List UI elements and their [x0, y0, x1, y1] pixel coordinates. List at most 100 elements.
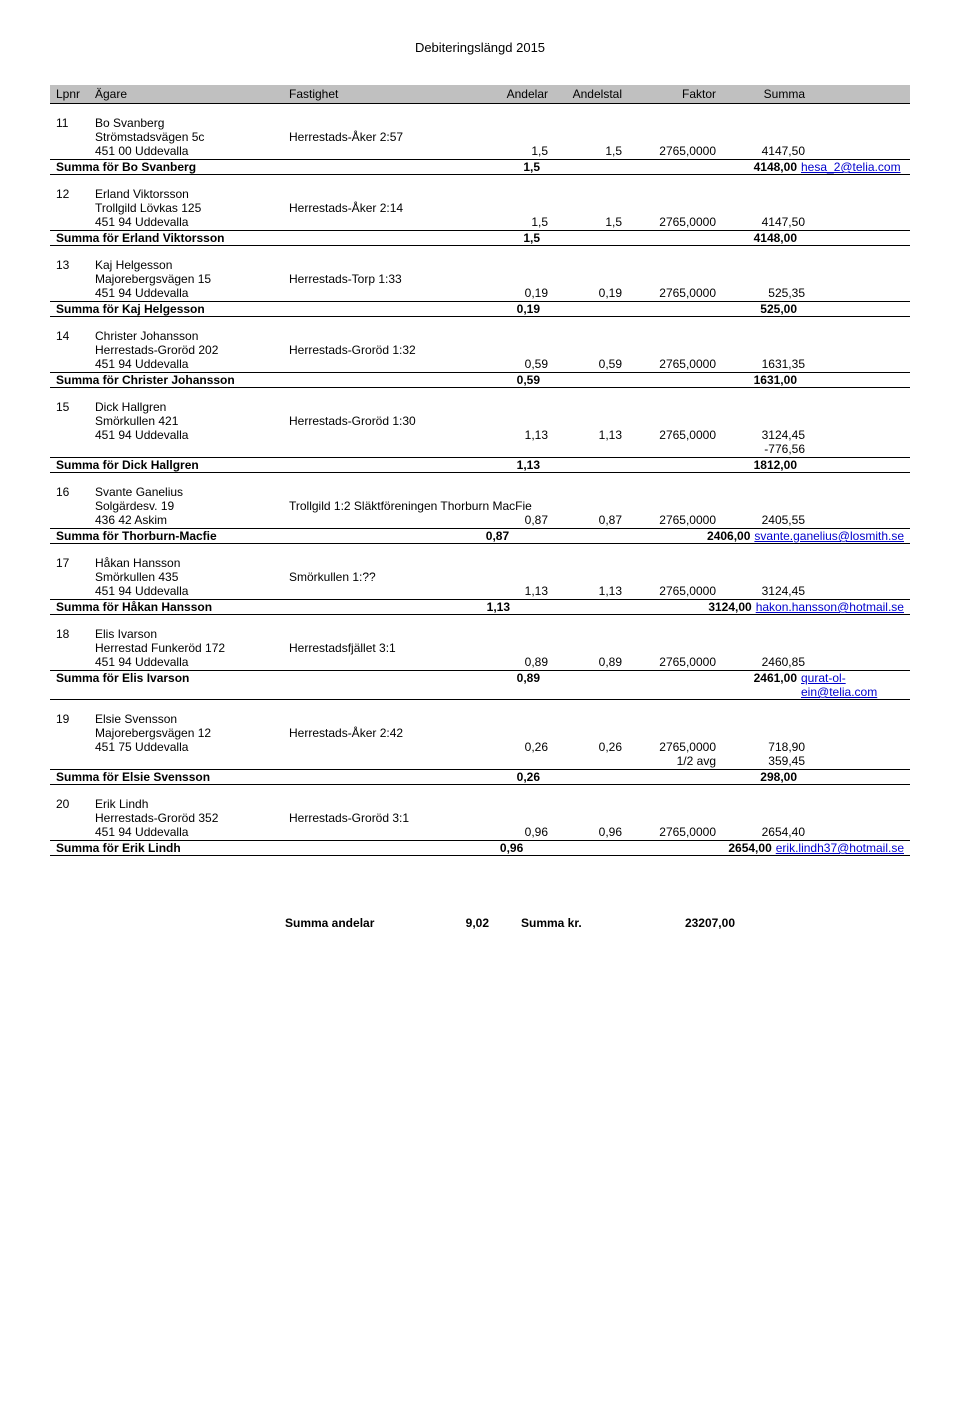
contact-link[interactable]: qurat-ol-ein@telia.com — [801, 671, 877, 699]
owner-address1: Smörkullen 421 — [93, 414, 287, 428]
summa-value: 718,90 — [718, 740, 807, 754]
owner-address2: 451 94 Uddevalla — [93, 215, 287, 229]
property-name: Herrestads-Åker 2:42 — [287, 726, 481, 740]
sum-summa: 525,00 — [710, 302, 799, 316]
entry-num: 18 — [54, 627, 93, 641]
owner-name: Erland Viktorsson — [93, 187, 287, 201]
andelstal-value: 1,5 — [550, 215, 624, 229]
header-lpnr: Lpnr — [54, 87, 93, 101]
andelstal-value: 1,5 — [550, 144, 624, 158]
entry: 11Bo SvanbergStrömstadsvägen 5cHerrestad… — [50, 116, 910, 175]
sum-summa: 1631,00 — [710, 373, 799, 387]
andelar-value: 1,5 — [481, 215, 550, 229]
entry: 13Kaj HelgessonMajorebergsvägen 15Herres… — [50, 258, 910, 317]
contact-link[interactable]: erik.lindh37@hotmail.se — [776, 841, 904, 855]
sum-andelar: 0,59 — [473, 373, 542, 387]
table-header: Lpnr Ägare Fastighet Andelar Andelstal F… — [50, 85, 910, 104]
contact-link[interactable]: hesa_2@telia.com — [801, 160, 901, 174]
sum-label: Summa för Christer Johansson — [54, 373, 473, 387]
owner-address1: Herrestads-Groröd 352 — [93, 811, 287, 825]
header-summa: Summa — [718, 87, 807, 101]
faktor-value: 2765,0000 — [624, 825, 718, 839]
sum-andelar: 0,96 — [459, 841, 526, 855]
entry-num: 19 — [54, 712, 93, 726]
property-name: Herrestadsfjället 3:1 — [287, 641, 481, 655]
entry: 17Håkan HanssonSmörkullen 435Smörkullen … — [50, 556, 910, 615]
header-agare: Ägare — [93, 87, 287, 101]
owner-address1: Herrestads-Groröd 202 — [93, 343, 287, 357]
owner-name: Kaj Helgesson — [93, 258, 287, 272]
owner-name: Erik Lindh — [93, 797, 287, 811]
sum-andelar: 0,87 — [446, 529, 511, 543]
property-name: Herrestads-Groröd 1:32 — [287, 343, 481, 357]
owner-name: Christer Johansson — [93, 329, 287, 343]
andelstal-value: 0,26 — [550, 740, 624, 754]
entry: 20Erik LindhHerrestads-Groröd 352Herrest… — [50, 797, 910, 856]
sum-summa: 2654,00 — [688, 841, 774, 855]
entry-num: 13 — [54, 258, 93, 272]
owner-address2: 451 94 Uddevalla — [93, 584, 287, 598]
contact-link[interactable]: svante.ganelius@losmith.se — [754, 529, 904, 543]
owner-address1: Majorebergsvägen 15 — [93, 272, 287, 286]
entry-num: 11 — [54, 116, 93, 130]
property-name: Trollgild 1:2 Släktföreningen Thorburn M… — [287, 499, 481, 513]
andelstal-value: 0,96 — [550, 825, 624, 839]
sum-label: Summa för Elsie Svensson — [54, 770, 473, 784]
sum-label: Summa för Bo Svanberg — [54, 160, 473, 174]
andelar-value: 1,5 — [481, 144, 550, 158]
entry: 19Elsie SvenssonMajorebergsvägen 12Herre… — [50, 712, 910, 785]
sum-summa: 2461,00 — [710, 671, 799, 699]
adjustment-note — [624, 442, 718, 456]
entry: 14Christer JohanssonHerrestads-Groröd 20… — [50, 329, 910, 388]
owner-name: Dick Hallgren — [93, 400, 287, 414]
adjustment-value: 359,45 — [718, 754, 807, 768]
andelar-value: 0,26 — [481, 740, 550, 754]
entry: 16Svante GaneliusSolgärdesv. 19Trollgild… — [50, 485, 910, 544]
faktor-value: 2765,0000 — [624, 428, 718, 442]
owner-address2: 436 42 Askim — [93, 513, 287, 527]
faktor-value: 2765,0000 — [624, 584, 718, 598]
sum-label: Summa för Håkan Hansson — [54, 600, 447, 614]
andelar-value: 1,13 — [481, 428, 550, 442]
owner-address1: Trollgild Lövkas 125 — [93, 201, 287, 215]
owner-name: Bo Svanberg — [93, 116, 287, 130]
header-faktor: Faktor — [624, 87, 718, 101]
sum-label: Summa för Erland Viktorsson — [54, 231, 473, 245]
entry-num: 14 — [54, 329, 93, 343]
header-andelstal: Andelstal — [550, 87, 624, 101]
sum-summa: 2406,00 — [669, 529, 753, 543]
faktor-value: 2765,0000 — [624, 655, 718, 669]
property-name: Herrestads-Åker 2:14 — [287, 201, 481, 215]
sum-andelar: 1,5 — [473, 160, 542, 174]
owner-address2: 451 94 Uddevalla — [93, 825, 287, 839]
andelar-value: 0,87 — [481, 513, 550, 527]
entry-num: 17 — [54, 556, 93, 570]
entry: 18Elis IvarsonHerrestad Funkeröd 172Herr… — [50, 627, 910, 700]
owner-address1: Strömstadsvägen 5c — [93, 130, 287, 144]
sum-andelar: 0,26 — [473, 770, 542, 784]
footer-label-kr: Summa kr. — [491, 916, 643, 930]
andelar-value: 0,89 — [481, 655, 550, 669]
faktor-value: 2765,0000 — [624, 513, 718, 527]
owner-name: Elis Ivarson — [93, 627, 287, 641]
contact-link[interactable]: hakon.hansson@hotmail.se — [756, 600, 904, 614]
owner-address2: 451 94 Uddevalla — [93, 428, 287, 442]
sum-label: Summa för Dick Hallgren — [54, 458, 473, 472]
sum-andelar: 0,89 — [473, 671, 542, 699]
owner-address2: 451 00 Uddevalla — [93, 144, 287, 158]
entry-num: 12 — [54, 187, 93, 201]
summa-value: 1631,35 — [718, 357, 807, 371]
summa-value: 4147,50 — [718, 144, 807, 158]
adjustment-note: 1/2 avg — [624, 754, 718, 768]
summa-value: 525,35 — [718, 286, 807, 300]
andelar-value: 0,19 — [481, 286, 550, 300]
faktor-value: 2765,0000 — [624, 215, 718, 229]
sum-summa: 1812,00 — [710, 458, 799, 472]
sum-summa: 4148,00 — [710, 160, 799, 174]
faktor-value: 2765,0000 — [624, 286, 718, 300]
summa-value: 2654,40 — [718, 825, 807, 839]
summa-value: 3124,45 — [718, 428, 807, 442]
sum-andelar: 1,13 — [473, 458, 542, 472]
owner-address1: Majorebergsvägen 12 — [93, 726, 287, 740]
owner-address2: 451 94 Uddevalla — [93, 655, 287, 669]
